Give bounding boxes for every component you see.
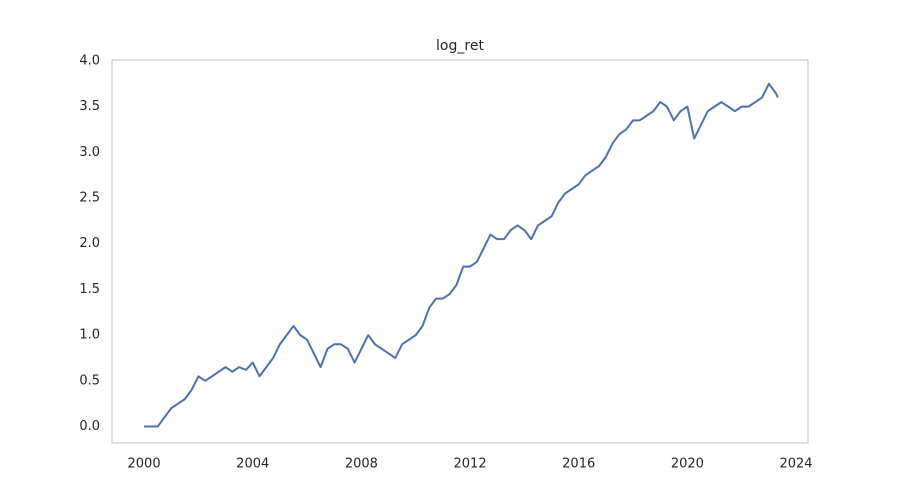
line-series [144, 82, 779, 428]
y-tick-label: 3.0 [79, 145, 100, 160]
y-tick-label: 4.0 [79, 53, 100, 68]
x-tick-label: 2024 [779, 457, 812, 472]
y-tick-label: 0.5 [79, 373, 100, 388]
x-tick-label: 2012 [454, 457, 487, 472]
y-tick-label: 1.0 [79, 328, 100, 343]
x-tick-label: 2016 [562, 457, 595, 472]
x-tick-label: 2004 [236, 457, 269, 472]
x-tick-label: 2008 [345, 457, 378, 472]
chart-title: log_ret [436, 38, 484, 54]
y-tick-label: 1.5 [79, 282, 100, 297]
y-tick-label: 2.0 [79, 236, 100, 251]
y-tick-label: 3.5 [79, 99, 100, 114]
y-tick-label: 2.5 [79, 191, 100, 206]
x-tick-label: 2020 [671, 457, 704, 472]
x-tick-label: 2000 [128, 457, 161, 472]
y-tick-label: 0.0 [79, 419, 100, 434]
